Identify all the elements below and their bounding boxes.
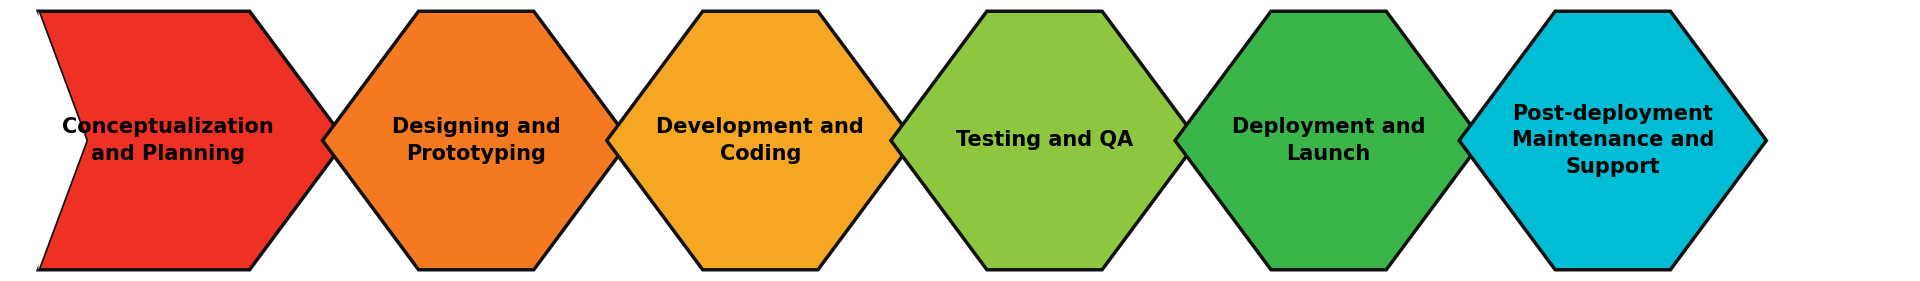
- Polygon shape: [38, 11, 346, 270]
- Polygon shape: [38, 11, 86, 270]
- Polygon shape: [891, 11, 1198, 270]
- Text: Post-deployment
Maintenance and
Support: Post-deployment Maintenance and Support: [1511, 104, 1715, 177]
- Text: Designing and
Prototyping: Designing and Prototyping: [392, 117, 561, 164]
- Text: Conceptualization
and Planning: Conceptualization and Planning: [61, 117, 275, 164]
- Polygon shape: [1459, 11, 1766, 270]
- Polygon shape: [323, 11, 630, 270]
- Text: Testing and QA: Testing and QA: [956, 130, 1133, 151]
- Text: Development and
Coding: Development and Coding: [657, 117, 864, 164]
- Text: Deployment and
Launch: Deployment and Launch: [1233, 117, 1425, 164]
- Polygon shape: [1175, 11, 1482, 270]
- Polygon shape: [607, 11, 914, 270]
